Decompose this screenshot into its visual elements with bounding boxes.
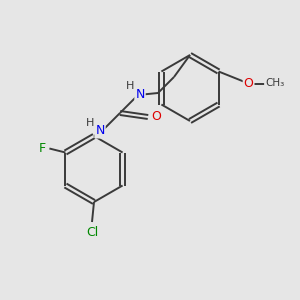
Text: N: N	[135, 88, 145, 100]
Text: Cl: Cl	[86, 226, 98, 238]
Text: H: H	[126, 81, 134, 91]
Text: CH₃: CH₃	[265, 79, 284, 88]
Text: F: F	[39, 142, 46, 155]
Text: O: O	[244, 77, 254, 90]
Text: N: N	[95, 124, 105, 137]
Text: O: O	[151, 110, 161, 122]
Text: H: H	[86, 118, 94, 128]
